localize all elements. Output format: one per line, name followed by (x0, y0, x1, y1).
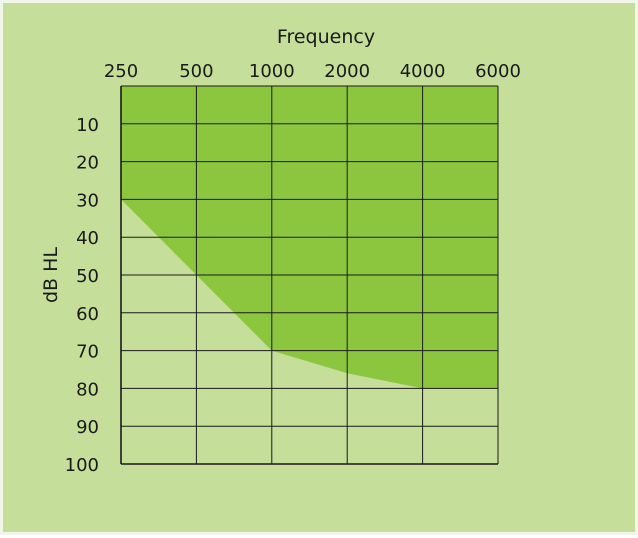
y-axis-title: dB HL (40, 247, 62, 303)
y-tick-label: 20 (76, 153, 99, 174)
audiogram-chart: 250 500 1000 2000 4000 6000 10 20 30 40 50 60 70 80 9… (40, 26, 521, 476)
y-tick-label: 60 (76, 304, 99, 325)
y-tick-label: 70 (76, 342, 99, 363)
y-tick-label: 40 (76, 228, 99, 249)
y-tick-labels: 10 20 30 40 50 60 70 80 90 100 (65, 115, 99, 476)
x-tick-label: 250 (104, 61, 138, 82)
y-tick-label: 90 (76, 417, 99, 438)
grid (120, 85, 499, 465)
x-tick-label: 4000 (400, 61, 446, 82)
y-tick-label: 100 (65, 455, 99, 476)
y-tick-label: 50 (76, 266, 99, 287)
x-tick-labels: 250 500 1000 2000 4000 6000 (104, 61, 521, 82)
y-tick-label: 80 (76, 379, 99, 400)
x-tick-label: 500 (179, 61, 213, 82)
x-tick-label: 2000 (324, 61, 370, 82)
x-tick-label: 1000 (249, 61, 295, 82)
y-tick-label: 10 (76, 115, 99, 136)
x-axis-title: Frequency (277, 26, 375, 48)
y-tick-label: 30 (76, 190, 99, 211)
x-tick-label: 6000 (475, 61, 521, 82)
